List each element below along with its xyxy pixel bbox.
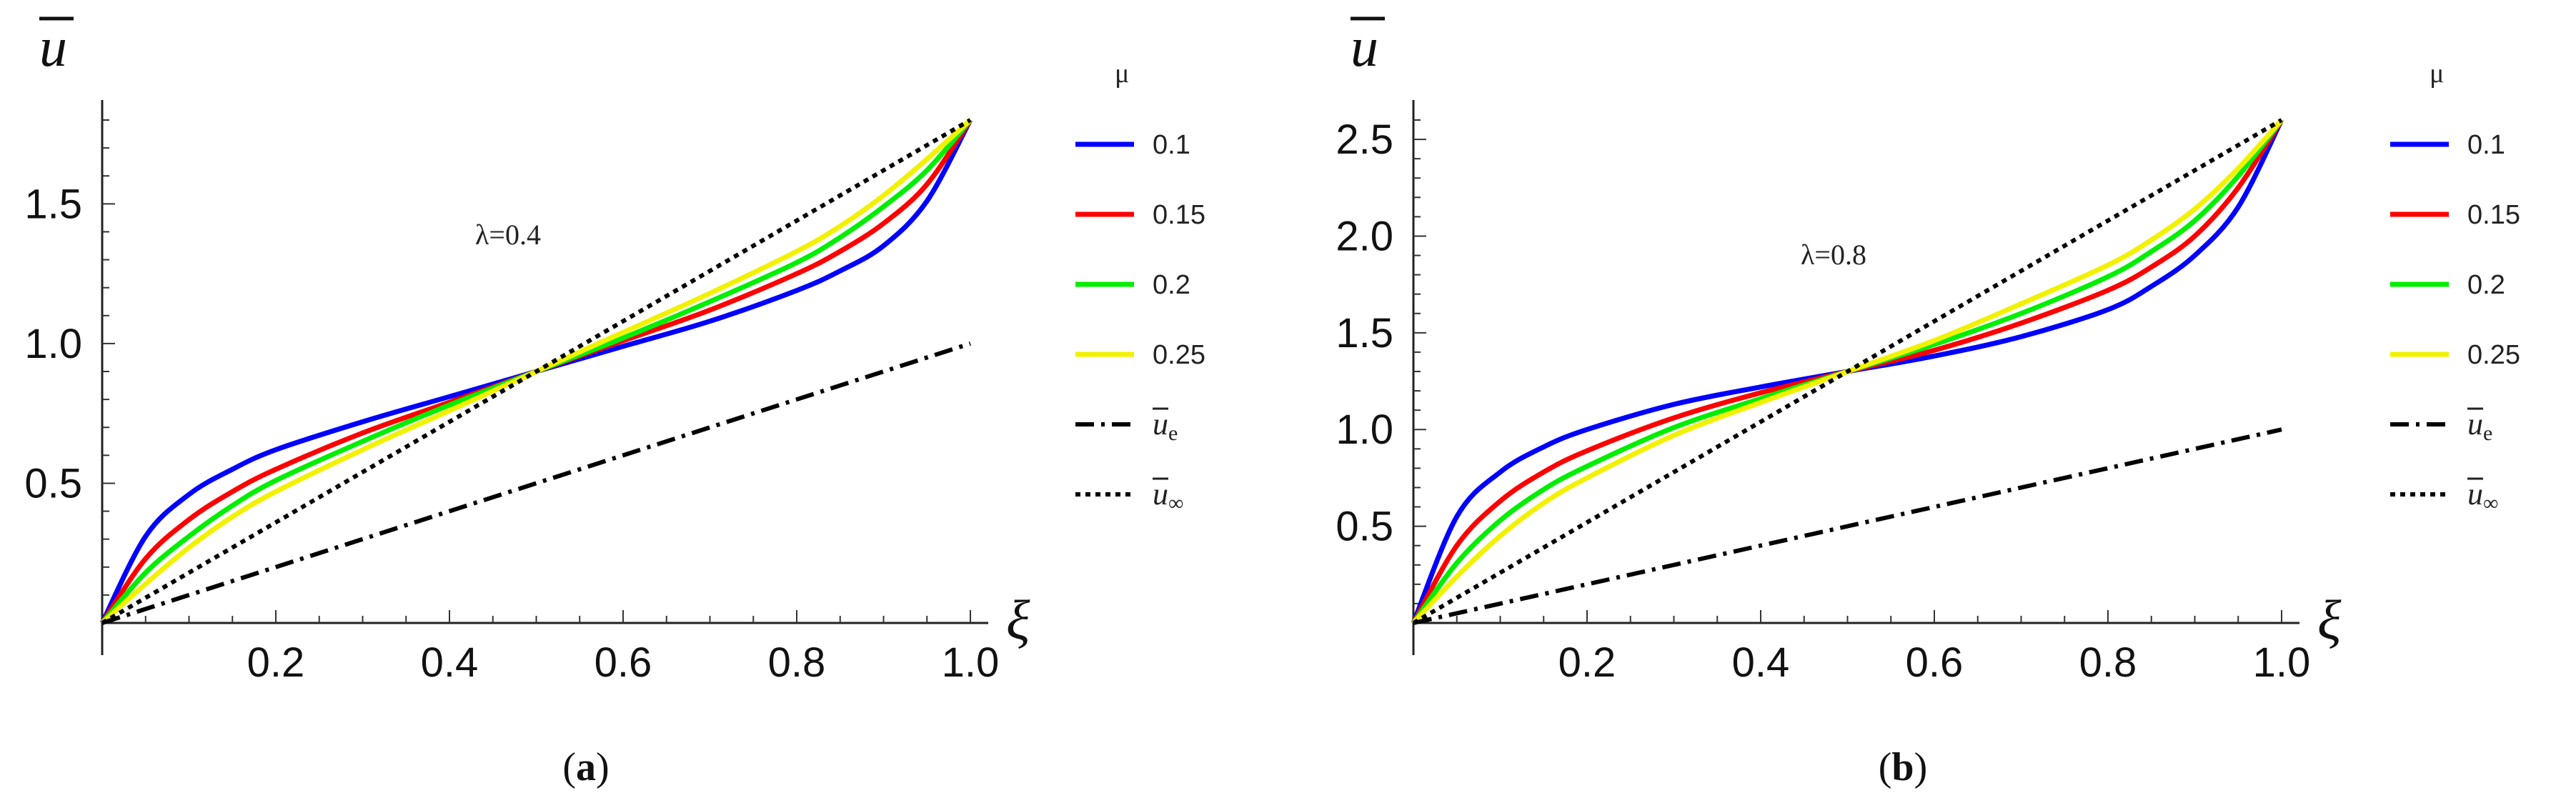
y-tick-label: 1.0 [1336,407,1393,453]
x-tick-label: 0.8 [768,639,826,686]
series-line-u-e [101,341,971,625]
y-tick-label: 2.5 [1336,116,1393,163]
legend-label: 0.1 [2467,130,2505,160]
y-tick-label: 1.5 [24,181,82,227]
panel-caption-part: ( [562,745,576,789]
x-axis-title: ξ [1006,589,1030,651]
x-tick-label: 0.2 [247,639,305,686]
legend-label: 0.2 [1153,270,1190,300]
legend-label-subscript: ∞ [2483,492,2498,515]
lambda-annotation: λ=0.4 [475,219,541,251]
y-tick-label: 1.0 [24,321,82,367]
x-tick-label: 1.0 [942,639,1000,686]
x-axis-title: ξ [2317,589,2342,651]
legend-title: μ [2430,59,2444,89]
legend-label: 0.25 [1153,340,1205,370]
series-line-u-infinity [1412,118,2283,625]
lambda-annotation: λ=0.8 [1801,239,1866,271]
x-tick-label: 0.4 [421,639,479,686]
legend-label: ue [2467,407,2492,445]
panel-caption-part: ) [596,745,610,789]
legend-label: 0.1 [1153,130,1190,160]
panel-caption-part: a [576,745,596,789]
legend-label-symbol: u [1153,407,1168,442]
x-tick-label: 0.6 [595,639,652,686]
panel-caption: (a) [562,745,609,789]
legend-label-subscript: e [2483,422,2492,445]
panel-caption-part: b [1891,745,1914,789]
legend-label-symbol: u [2467,407,2483,442]
series-line-u-e [1413,427,2282,625]
x-tick-label: 0.2 [1558,639,1616,686]
y-tick-label: 1.5 [1336,310,1393,356]
panel-b: 0.2 0.4 0.6 0.8 1.0 0.5 1.0 1.5 2.0 2.5 ξ u λ=0.8 μ 0.… [1336,16,2520,789]
legend-label: 0.25 [2467,340,2520,370]
legend-title: μ [1115,59,1129,89]
x-tick-label: 0.4 [1732,639,1790,686]
legend-label-subscript: e [1168,422,1178,445]
x-tick-label: 0.6 [1906,639,1964,686]
y-tick-label: 0.5 [1336,504,1393,550]
y-axis-title: u [39,16,67,78]
legend-label-symbol: u [2467,477,2483,512]
legend-label-subscript: ∞ [1168,492,1183,515]
legend-label: u∞ [2467,477,2498,515]
y-tick-label: 2.0 [1336,213,1393,259]
x-tick-label: 1.0 [2253,639,2311,686]
series-line-u-infinity [101,118,972,625]
y-tick-label: 0.5 [24,460,82,507]
panel-caption-part: ( [1879,745,1892,789]
panel-caption: (b) [1879,745,1927,789]
legend-label: 0.15 [1153,200,1205,230]
legend-label-symbol: u [1153,477,1168,512]
y-axis-title: u [1351,16,1378,78]
panel-caption-part: ) [1914,745,1928,789]
x-tick-label: 0.8 [2079,639,2137,686]
legend-label: u∞ [1153,477,1183,515]
legend-label: ue [1153,407,1178,445]
panel-a: 0.2 0.4 0.6 0.8 1.0 0.5 1.0 1.5 ξ u λ=0.4 μ 0.1 0.15 0… [24,16,1205,789]
legend-label: 0.2 [2467,270,2505,300]
legend-label: 0.15 [2467,200,2520,230]
